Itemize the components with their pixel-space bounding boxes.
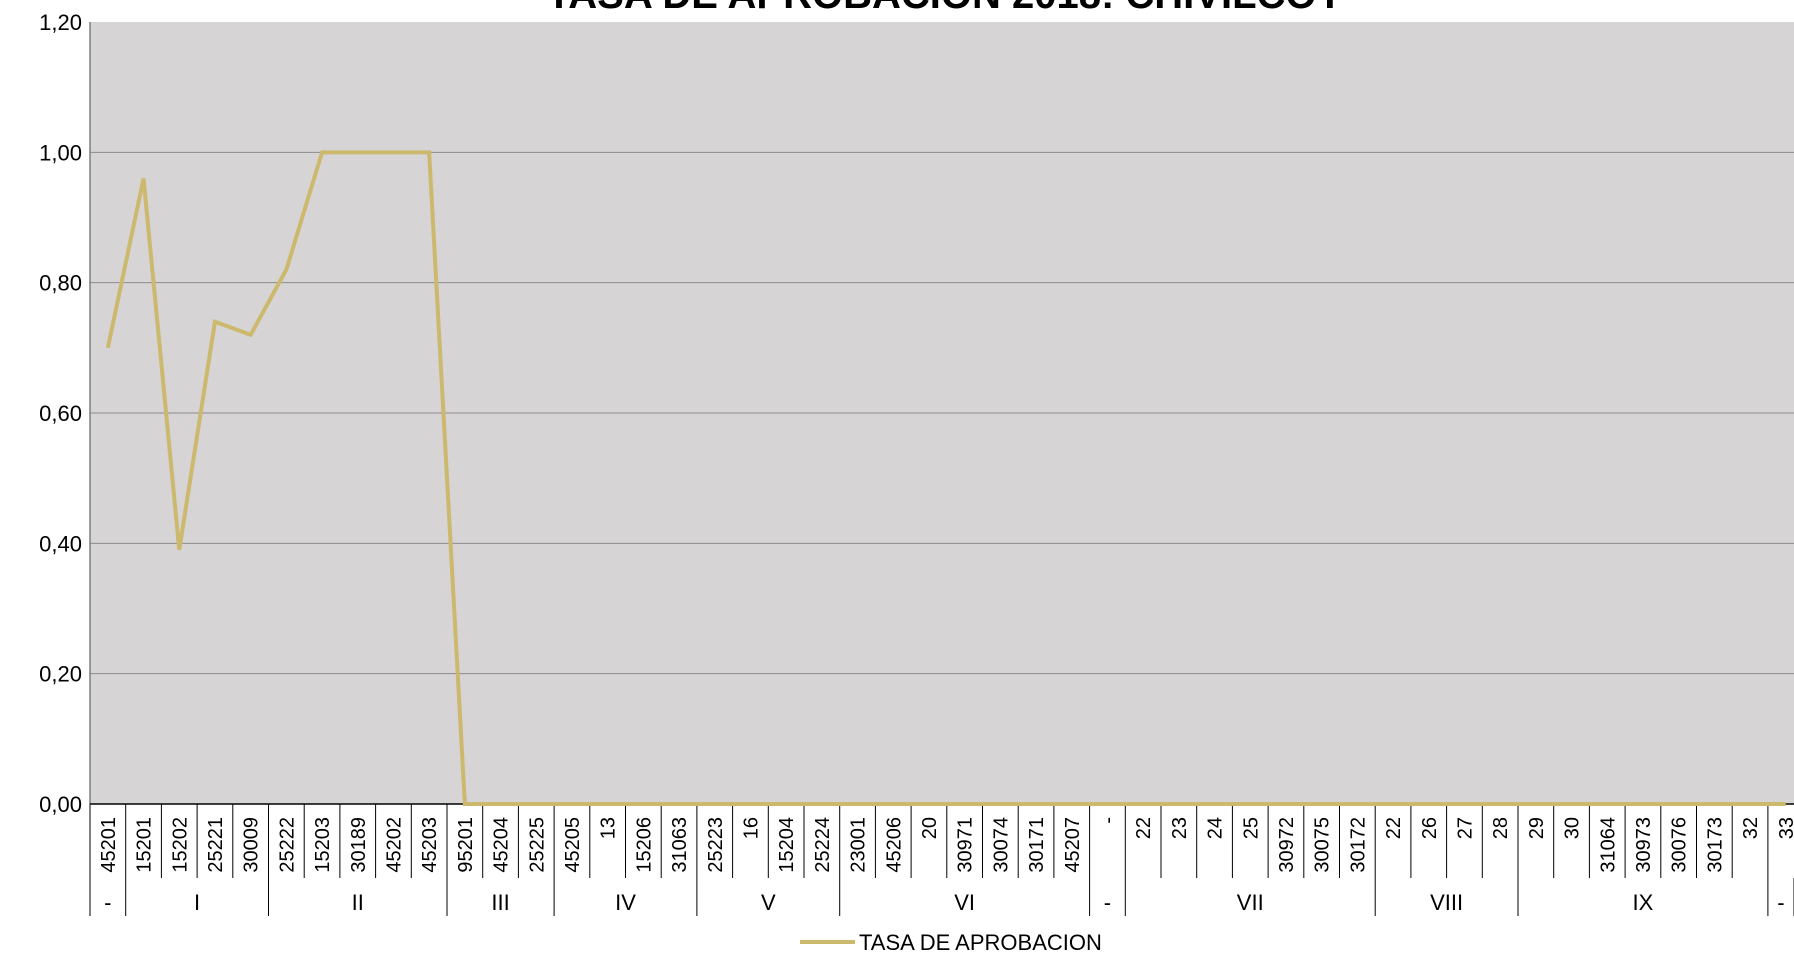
x-tick-label: 15204 bbox=[776, 817, 798, 873]
x-tick-label: 15206 bbox=[633, 817, 655, 873]
group-label: I bbox=[194, 890, 200, 915]
x-tick-label: 23 bbox=[1169, 817, 1191, 839]
chart-title: TASA DE APROBACION 2018: CHIVILCOY bbox=[547, 0, 1344, 17]
x-tick-label: 28 bbox=[1490, 817, 1512, 839]
x-tick-label: 30075 bbox=[1312, 817, 1334, 873]
x-tick-label: 15203 bbox=[312, 817, 334, 873]
y-tick-label: 0,40 bbox=[39, 531, 82, 556]
x-tick-label: 23001 bbox=[848, 817, 870, 873]
group-label: VI bbox=[954, 890, 975, 915]
group-label: - bbox=[1104, 890, 1111, 915]
x-tick-label: 25222 bbox=[276, 817, 298, 873]
x-tick-label: 24 bbox=[1205, 817, 1227, 839]
y-tick-label: 0,60 bbox=[39, 401, 82, 426]
x-tick-label: 30171 bbox=[1026, 817, 1048, 873]
x-tick-label: - bbox=[1097, 817, 1119, 824]
x-tick-label: 33 bbox=[1776, 817, 1794, 839]
legend-label: TASA DE APROBACION bbox=[859, 930, 1102, 954]
y-tick-label: 0,80 bbox=[39, 271, 82, 296]
x-axis: 45201 15201 15202 25221 30009 25222 15203 30189… bbox=[89, 803, 1794, 916]
x-tick-label: 25224 bbox=[812, 817, 834, 873]
x-tick-label: 25225 bbox=[526, 817, 548, 873]
x-tick-label: 31064 bbox=[1597, 817, 1619, 873]
x-tick-label: 16 bbox=[740, 817, 762, 839]
x-tick-label: 22 bbox=[1383, 817, 1405, 839]
group-label: II bbox=[352, 890, 364, 915]
x-tick-label: 20 bbox=[919, 817, 941, 839]
x-tick-label: 26 bbox=[1419, 817, 1441, 839]
x-tick-label: 30971 bbox=[955, 817, 977, 873]
x-tick-label: 31063 bbox=[669, 817, 691, 873]
x-tick-label: 45202 bbox=[383, 817, 405, 873]
x-tick-label: 15202 bbox=[169, 817, 191, 873]
x-tick-label: 29 bbox=[1526, 817, 1548, 839]
x-tick-label: 30074 bbox=[990, 817, 1012, 873]
y-tick-label: 0,00 bbox=[39, 792, 82, 817]
x-tick-label: 30009 bbox=[241, 817, 263, 873]
group-label: VIII bbox=[1430, 890, 1463, 915]
x-tick-label: 45203 bbox=[419, 817, 441, 873]
y-tick-label: 0,20 bbox=[39, 662, 82, 687]
group-label: IX bbox=[1633, 890, 1654, 915]
x-tick-label: 27 bbox=[1454, 817, 1476, 839]
x-tick-label: 25223 bbox=[705, 817, 727, 873]
x-tick-label: 25221 bbox=[205, 817, 227, 873]
x-tick-label: 30972 bbox=[1276, 817, 1298, 873]
x-tick-label: 30 bbox=[1562, 817, 1584, 839]
x-tick-label: 25 bbox=[1240, 817, 1262, 839]
series-line bbox=[105, 150, 1786, 806]
x-tick-label: 45206 bbox=[883, 817, 905, 873]
group-label: - bbox=[104, 890, 111, 915]
x-tick-label: 15201 bbox=[134, 817, 156, 873]
y-tick-label: 1,20 bbox=[39, 10, 82, 35]
x-tick-label: 45201 bbox=[98, 817, 120, 873]
group-label: - bbox=[1777, 890, 1784, 915]
x-tick-label: 95201 bbox=[455, 817, 477, 873]
x-tick-label: 45205 bbox=[562, 817, 584, 873]
x-tick-label: 30973 bbox=[1633, 817, 1655, 873]
group-label: V bbox=[761, 890, 776, 915]
x-tick-label: 30189 bbox=[348, 817, 370, 873]
y-axis: 0,00 0,20 0,40 0,60 0,80 1,00 1,20 bbox=[39, 10, 91, 817]
group-label: VII bbox=[1237, 890, 1264, 915]
gridlines bbox=[90, 151, 1794, 675]
x-tick-label: 13 bbox=[598, 817, 620, 839]
y-tick-label: 1,00 bbox=[39, 140, 82, 165]
x-tick-label: 45207 bbox=[1062, 817, 1084, 873]
x-tick-label: 22 bbox=[1133, 817, 1155, 839]
group-label: III bbox=[491, 890, 509, 915]
x-tick-label: 30076 bbox=[1669, 817, 1691, 873]
x-tick-label: 45204 bbox=[491, 817, 513, 873]
x-tick-label: 32 bbox=[1740, 817, 1762, 839]
group-label: IV bbox=[615, 890, 636, 915]
x-tick-label: 30173 bbox=[1704, 817, 1726, 873]
series-layer bbox=[105, 150, 1786, 806]
x-tick-label: 30172 bbox=[1347, 817, 1369, 873]
legend: TASA DE APROBACION bbox=[800, 930, 1102, 954]
